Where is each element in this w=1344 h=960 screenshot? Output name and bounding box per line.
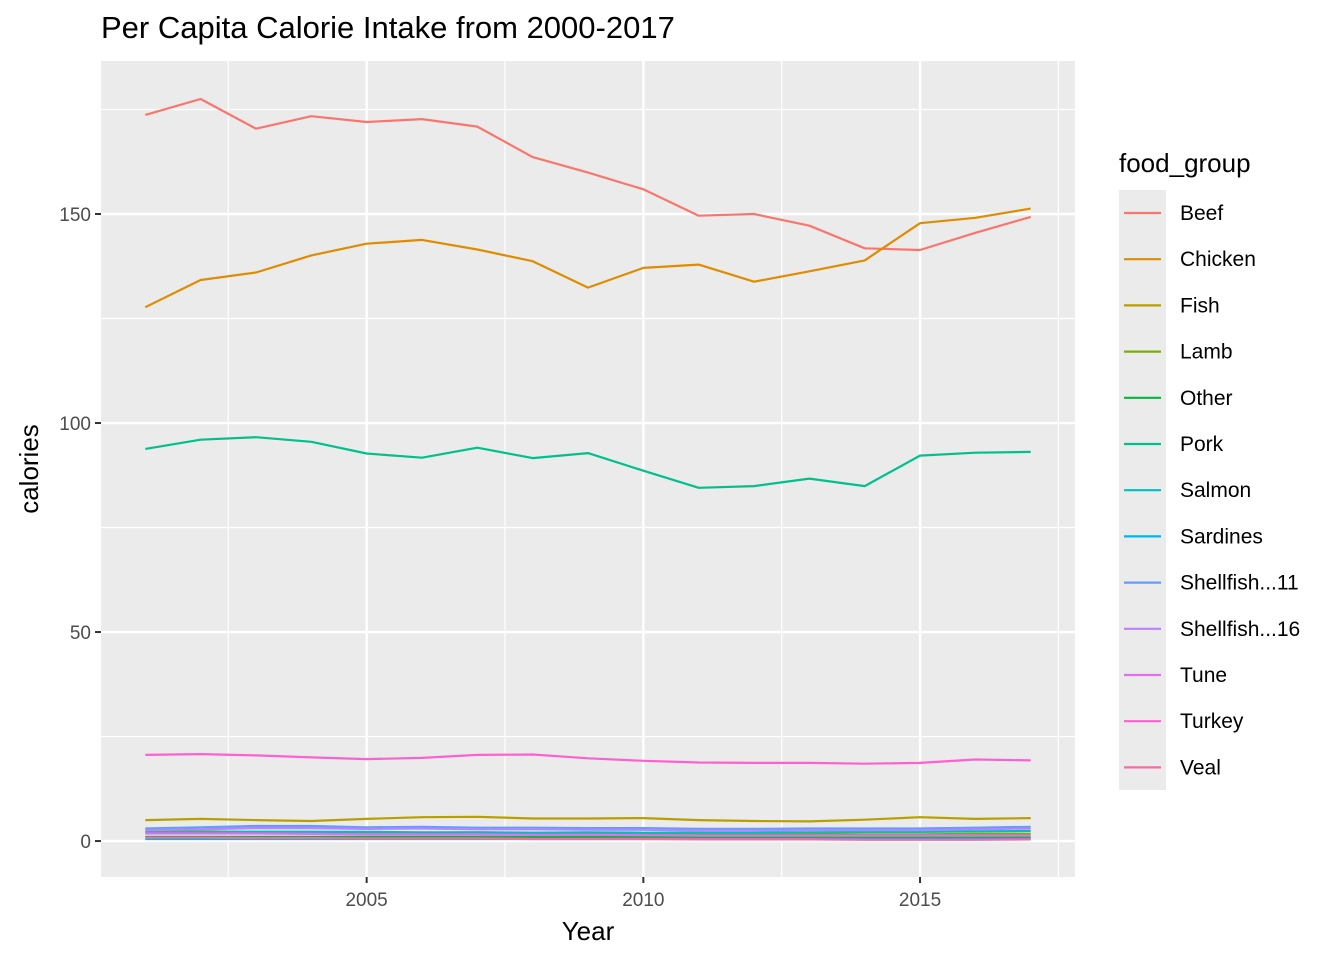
x-tick-label: 2010 [622, 890, 664, 911]
series-line-fish [145, 815, 1031, 823]
legend-label: Turkey [1180, 710, 1244, 733]
series-line-shellfish-11 [145, 824, 1031, 831]
legend-label: Salmon [1180, 479, 1251, 502]
series-line-veal [145, 836, 1031, 841]
minor-gridlines [101, 61, 1075, 877]
legend-label: Chicken [1180, 248, 1256, 271]
legend-label: Sardines [1180, 525, 1263, 548]
series-lines [144, 97, 1032, 841]
chart-title: Per Capita Calorie Intake from 2000-2017 [101, 10, 675, 45]
y-tick-label: 50 [70, 623, 91, 644]
x-tick-label: 2015 [899, 890, 941, 911]
x-axis: 2005 2010 2015 [345, 877, 941, 911]
y-axis-title: calories [14, 424, 44, 514]
plot-area [101, 61, 1075, 877]
series-line-shellfish-16 [145, 826, 1031, 832]
series-line-salmon [145, 829, 1031, 834]
legend-label: Shellfish...16 [1180, 618, 1300, 641]
series-line-tune [145, 832, 1031, 837]
legend-label: Shellfish...11 [1180, 572, 1299, 595]
series-line-chicken [144, 207, 1031, 309]
legend-label: Pork [1180, 433, 1224, 456]
y-tick-label: 100 [59, 414, 91, 435]
y-tick-label: 150 [59, 205, 91, 226]
x-axis-title: Year [562, 916, 615, 946]
legend-label: Other [1180, 387, 1233, 410]
series-line-pork [145, 436, 1031, 489]
major-gridlines [101, 61, 1075, 877]
legend-label: Lamb [1180, 341, 1233, 364]
legend-label: Beef [1180, 202, 1223, 225]
legend-items: Beef Chicken Fish Lamb Other Pork Salmon Sardin… [1124, 202, 1300, 779]
legend-label: Tune [1180, 664, 1227, 687]
legend-label: Veal [1180, 756, 1221, 779]
y-axis: 0 50 100 150 [59, 205, 101, 853]
y-tick-label: 0 [80, 832, 91, 853]
legend: food_group Beef Chicken Fish Lamb Other Pork S… [1119, 148, 1300, 790]
legend-title: food_group [1119, 148, 1251, 178]
x-tick-label: 2005 [345, 890, 387, 911]
plot-panel [101, 61, 1075, 877]
series-line-turkey [145, 752, 1031, 765]
legend-label: Fish [1180, 294, 1220, 317]
